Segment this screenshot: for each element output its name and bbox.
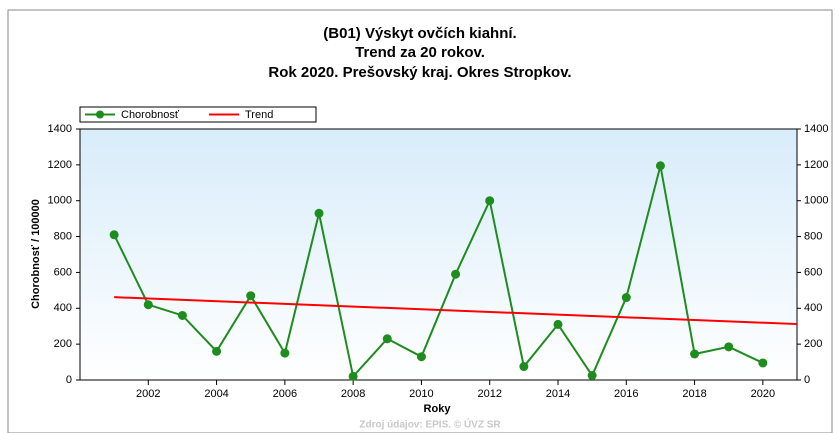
chart-title: Rok 2020. Prešovský kraj. Okres Stropkov… [268,64,571,81]
source: Zdroj údajov: EPIS. © ÚVZ SR [359,418,501,431]
series-line [113,165,764,379]
x-tick-label: 2018 [682,388,706,400]
point [212,346,222,356]
point [485,196,495,206]
y-axis-label: Chorobnosť / 100000 [30,199,42,309]
y2-tick-label: 1400 [804,123,828,135]
point [143,300,153,310]
point [655,161,665,171]
point [724,342,734,352]
x-tick-label: 2002 [136,388,160,400]
point [382,334,392,344]
frame [7,9,833,433]
chart-title: (B01) Výskyt ovčích kiahní. [323,25,516,42]
point [109,230,119,240]
x-tick-label: 2010 [409,388,433,400]
point [587,371,597,381]
point [690,349,700,359]
y2-tick-label: 1000 [804,195,828,207]
y2-tick-label: 400 [804,302,822,314]
series-line [114,296,798,326]
x-tick-label: 2004 [204,388,228,400]
y-tick-label: 1000 [48,195,72,207]
y2-tick-label: 600 [804,266,822,278]
plot-area [79,128,798,381]
y-tick-label: 600 [54,266,72,278]
y-tick-label: 200 [54,338,72,350]
point [314,208,324,218]
point [758,358,768,368]
y-tick-label: 0 [66,374,72,386]
x-tick-label: 2012 [477,388,501,400]
y2-tick-label: 0 [804,374,810,386]
y2-tick-label: 1200 [804,159,828,171]
x-tick-label: 2016 [614,388,638,400]
point [519,362,529,372]
chart-title: Trend za 20 rokov. [355,44,485,61]
point [416,352,426,362]
x-tick-label: 2014 [546,388,570,400]
point [451,269,461,279]
legend-marker [96,110,104,119]
point [348,371,358,381]
point [177,310,187,320]
y2-tick-label: 200 [804,338,822,350]
y-tick-label: 1200 [48,159,72,171]
legend-label: Chorobnosť [121,109,180,121]
y-tick-label: 1400 [48,123,72,135]
point [246,291,256,301]
x-tick-label: 2020 [751,388,775,400]
y-tick-label: 800 [54,230,72,242]
y2-tick-label: 800 [804,230,822,242]
point [553,319,563,329]
y-tick-label: 400 [54,302,72,314]
legend-label: Trend [245,109,273,121]
point [621,293,631,303]
point [280,348,290,358]
x-tick-label: 2006 [273,388,297,400]
legend-box [79,106,317,123]
x-axis-label: Roky [424,403,452,415]
x-tick-label: 2008 [341,388,365,400]
